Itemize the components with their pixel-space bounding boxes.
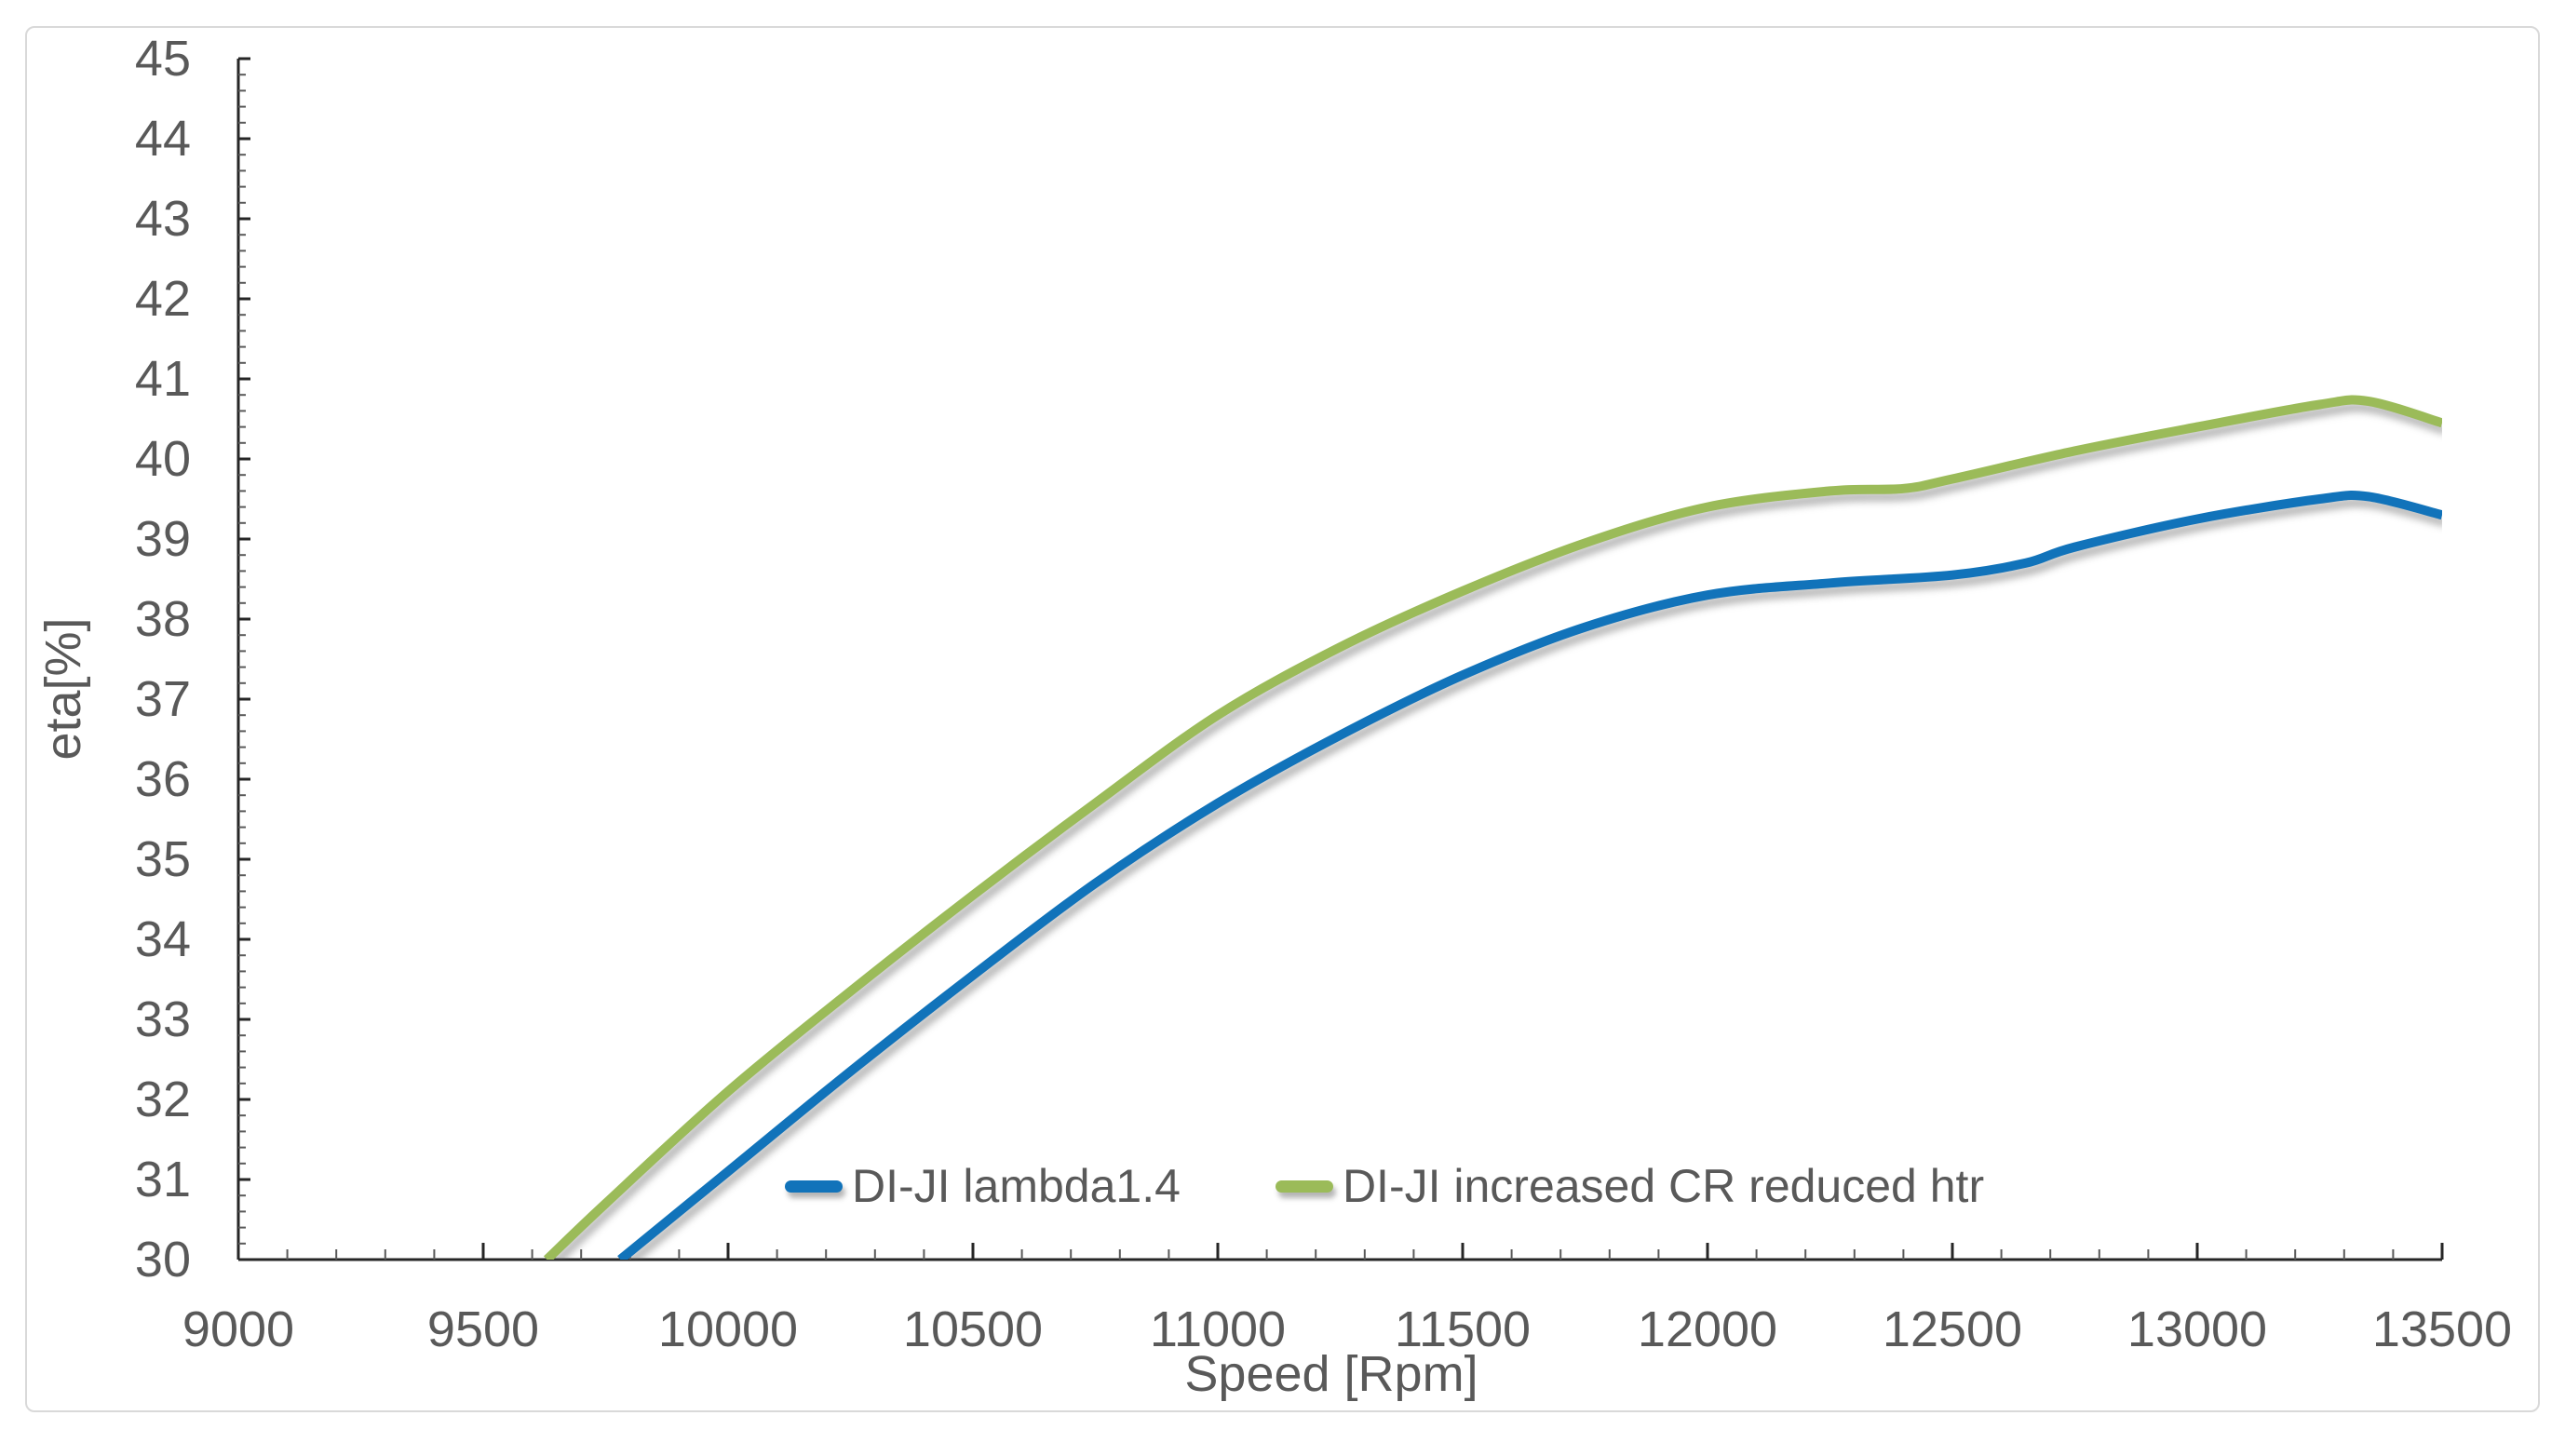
x-tick-label: 11500 (1394, 1301, 1532, 1357)
legend-label-lambda14: DI-JI lambda1.4 (852, 1160, 1181, 1212)
x-tick-label: 10000 (657, 1301, 799, 1357)
y-axis-title: eta[%] (35, 617, 91, 761)
x-tick-label: 12500 (1882, 1301, 2023, 1357)
series-line-0 (617, 490, 2442, 1260)
y-tick-label: 42 (134, 271, 191, 327)
y-tick-label: 39 (134, 511, 191, 567)
legend-dash-blue-icon (785, 1180, 843, 1193)
x-tick-label: 13000 (2126, 1301, 2268, 1357)
y-tick-label: 32 (134, 1072, 191, 1127)
x-tick-label: 9500 (426, 1301, 540, 1357)
y-tick-label: 31 (134, 1152, 191, 1207)
legend-dash-green-icon (1275, 1180, 1333, 1193)
legend-item-increased-cr: DI-JI increased CR reduced htr (1275, 1157, 1985, 1215)
y-tick-label: 36 (134, 751, 191, 807)
y-tick-label: 45 (134, 31, 191, 87)
y-tick-label: 41 (134, 351, 191, 407)
legend-label-increased-cr: DI-JI increased CR reduced htr (1342, 1160, 1985, 1212)
y-tick-label: 34 (134, 911, 191, 967)
x-axis-title: Speed [Rpm] (1184, 1346, 1478, 1402)
y-tick-label: 30 (134, 1232, 191, 1287)
series-line-1 (543, 395, 2442, 1260)
y-tick-label: 38 (134, 591, 191, 647)
x-tick-label: 13500 (2371, 1301, 2513, 1357)
x-tick-label: 11000 (1149, 1301, 1287, 1357)
x-tick-label: 10500 (902, 1301, 1044, 1357)
legend-item-lambda14: DI-JI lambda1.4 (785, 1157, 1181, 1215)
x-tick-label: 12000 (1637, 1301, 1778, 1357)
y-tick-label: 44 (134, 111, 191, 167)
y-tick-label: 43 (134, 191, 191, 247)
x-tick-label: 9000 (182, 1301, 295, 1357)
legend: DI-JI lambda1.4 DI-JI increased CR reduc… (785, 1157, 1984, 1215)
y-tick-label: 40 (134, 431, 191, 487)
y-tick-label: 35 (134, 831, 191, 887)
y-tick-label: 33 (134, 991, 191, 1047)
y-tick-label: 37 (134, 671, 191, 727)
